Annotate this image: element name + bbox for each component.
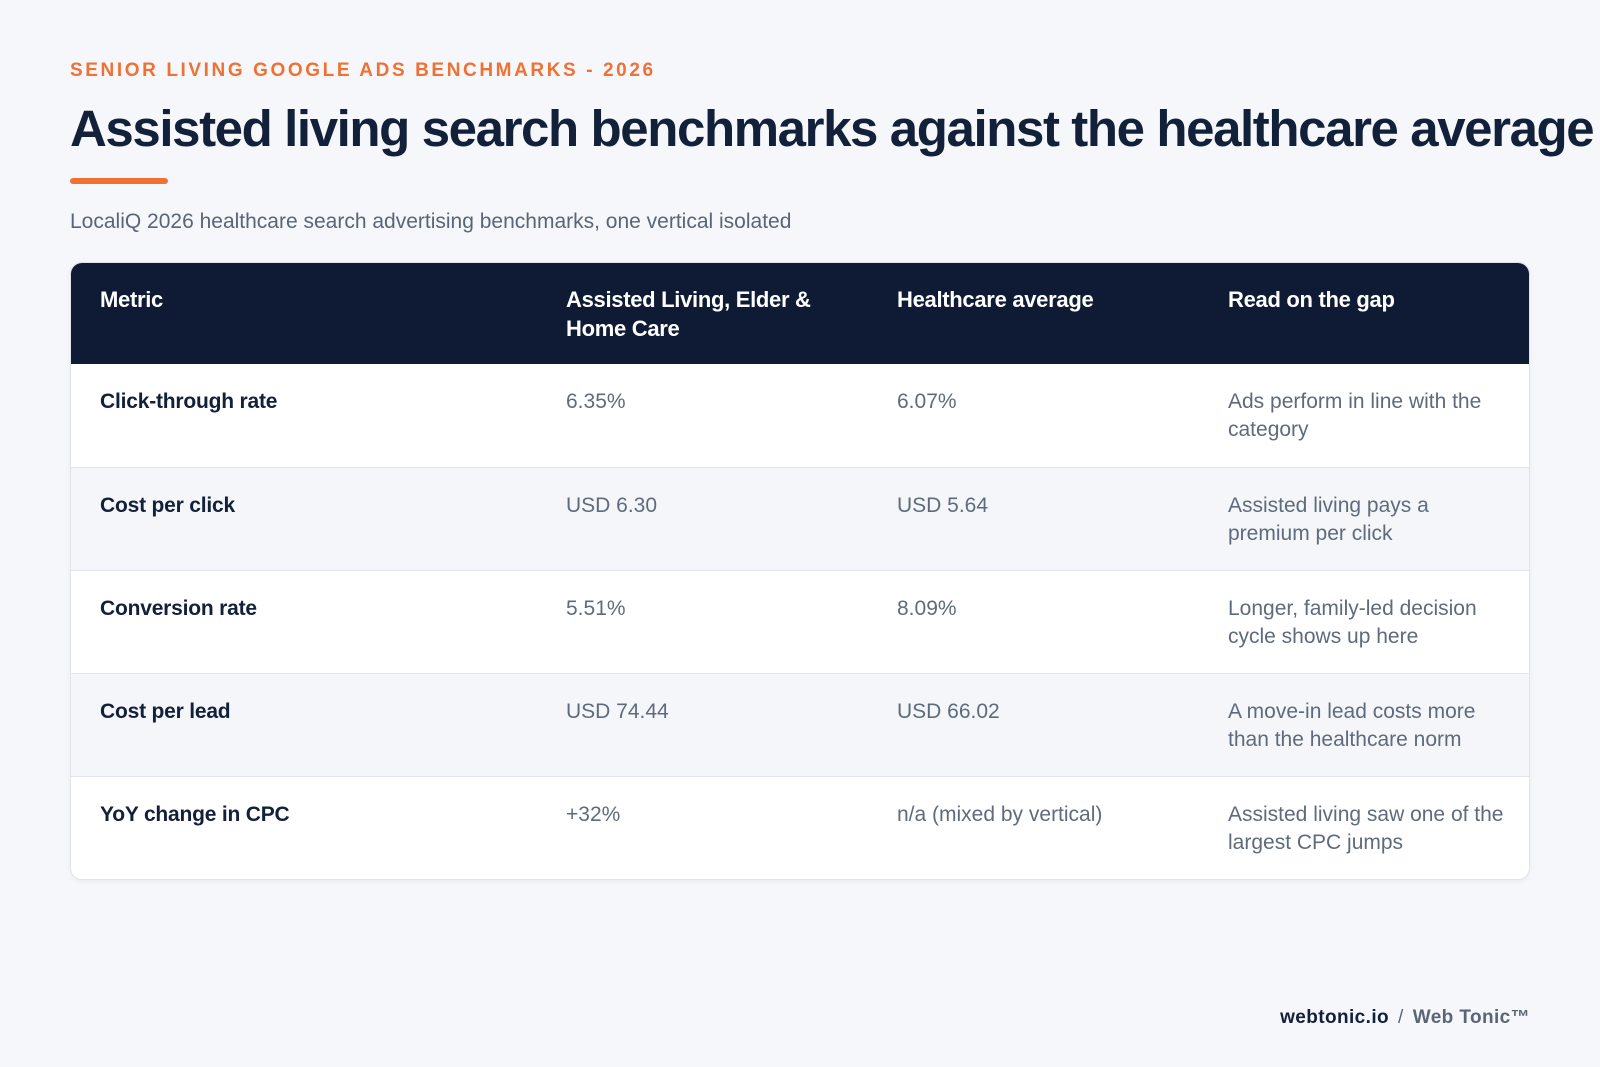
table-row: YoY change in CPC +32% n/a (mixed by ver…: [71, 776, 1529, 879]
gap-note: Assisted living pays a premium per click: [1228, 493, 1429, 545]
page-title: Assisted living search benchmarks agains…: [70, 100, 1595, 157]
footer-domain: webtonic.io: [1280, 1007, 1390, 1028]
column-header-healthcare-average: Healthcare average: [897, 287, 1094, 312]
assisted-living-value: +32%: [566, 802, 621, 826]
table-header-row: Metric Assisted Living, Elder & Home Car…: [71, 263, 1529, 364]
metric-cell: Click-through rate: [100, 390, 278, 413]
healthcare-average-value: 6.07%: [897, 390, 957, 413]
metric-cell: Conversion rate: [100, 596, 257, 620]
healthcare-average-value: n/a (mixed by vertical): [897, 802, 1103, 826]
gap-note: Assisted living saw one of the largest C…: [1228, 802, 1504, 854]
gap-note: A move-in lead costs more than the healt…: [1228, 699, 1476, 751]
table-row: Cost per lead USD 74.44 USD 66.02 A move…: [71, 673, 1529, 776]
gap-note: Longer, family-led decision cycle shows …: [1228, 596, 1477, 648]
healthcare-average-value: 8.09%: [897, 596, 957, 620]
table-header: Metric Assisted Living, Elder & Home Car…: [71, 263, 1529, 364]
benchmark-table-card: Metric Assisted Living, Elder & Home Car…: [70, 262, 1530, 880]
footer-credit: webtonic.io / Web Tonic™: [1280, 1005, 1530, 1031]
assisted-living-value: 5.51%: [566, 596, 626, 620]
healthcare-average-value: USD 66.02: [897, 699, 1000, 723]
assisted-living-value: 6.35%: [566, 390, 626, 413]
benchmark-table: Metric Assisted Living, Elder & Home Car…: [71, 263, 1529, 879]
eyebrow-label: SENIOR LIVING GOOGLE ADS BENCHMARKS - 20…: [70, 60, 656, 81]
healthcare-average-value: USD 5.64: [897, 493, 989, 517]
assisted-living-value: USD 74.44: [566, 699, 669, 723]
title-accent-bar: [70, 178, 168, 184]
metric-cell: Cost per lead: [100, 699, 231, 723]
column-header-metric: Metric: [100, 287, 163, 312]
table-row: Cost per click USD 6.30 USD 5.64 Assiste…: [71, 467, 1529, 570]
table-row: Click-through rate 6.35% 6.07% Ads perfo…: [71, 364, 1529, 467]
metric-cell: YoY change in CPC: [100, 802, 290, 826]
column-header-assisted-living: Assisted Living, Elder & Home Care: [566, 287, 811, 341]
table-body: Click-through rate 6.35% 6.07% Ads perfo…: [71, 364, 1529, 879]
footer-separator: /: [1398, 1007, 1404, 1028]
page-subtitle: LocaliQ 2026 healthcare search advertisi…: [70, 210, 792, 233]
table-row: Conversion rate 5.51% 8.09% Longer, fami…: [71, 570, 1529, 673]
metric-cell: Cost per click: [100, 493, 235, 517]
column-header-read-on-gap: Read on the gap: [1228, 287, 1395, 312]
assisted-living-value: USD 6.30: [566, 493, 658, 517]
footer-brand: Web Tonic™: [1412, 1007, 1530, 1028]
gap-note: Ads perform in line with the category: [1228, 390, 1482, 441]
